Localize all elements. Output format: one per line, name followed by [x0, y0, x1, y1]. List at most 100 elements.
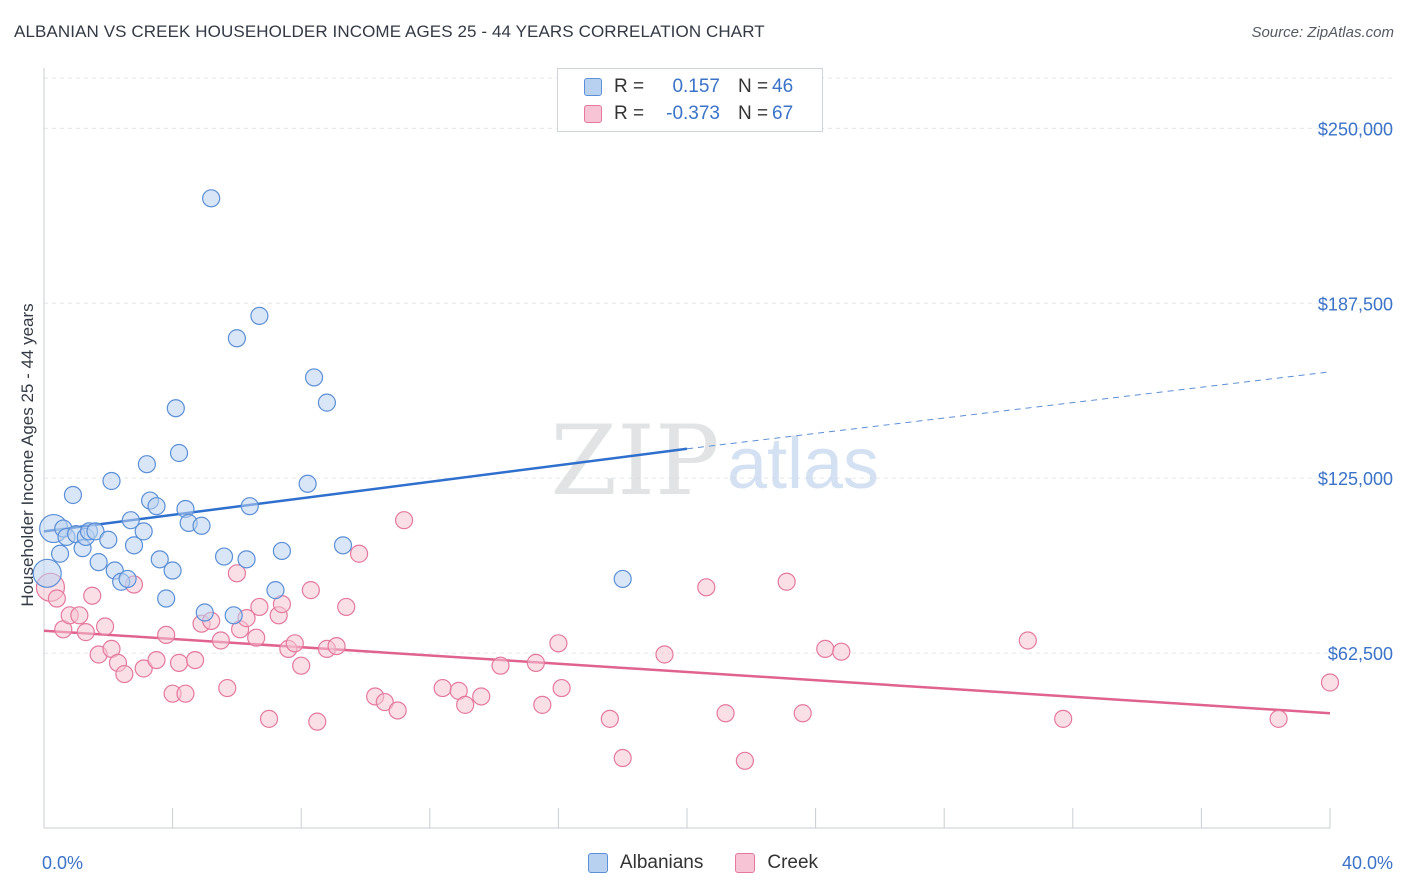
creek-point-15 — [157, 625, 176, 645]
albanian-point-34 — [224, 606, 243, 625]
watermark-atlas: atlas — [727, 424, 879, 504]
albanian-point-42 — [304, 368, 324, 387]
albanian-point-30 — [192, 516, 211, 535]
albanian-point-39 — [272, 541, 292, 561]
x-tick-labels: 0.0% 40.0% — [42, 853, 1393, 873]
correlation-legend: R = 0.157 N = 46 R = -0.373 N = 67 — [557, 68, 823, 132]
creek-point-17 — [169, 653, 189, 672]
creek-point-23 — [218, 678, 237, 698]
creek-point-49 — [491, 656, 510, 675]
albanian-point-38 — [250, 306, 269, 325]
axes — [43, 68, 1331, 829]
legend-r-value: -0.373 — [666, 103, 720, 124]
creek-point-29 — [259, 709, 279, 728]
y-tick-labels: $62,500 $125,000 $187,500 $250,000 — [1318, 119, 1393, 664]
albanian-points — [32, 189, 632, 625]
legend-n-value: 46 — [772, 76, 794, 97]
creek-point-18 — [176, 684, 195, 703]
albanian-point-43 — [317, 393, 337, 412]
creek-points — [35, 511, 1340, 770]
albanian-point-17 — [121, 511, 140, 530]
creek-point-4 — [70, 606, 89, 625]
creek-point-36 — [308, 712, 327, 731]
creek-point-57 — [697, 578, 716, 597]
legend-item-albanians[interactable]: Albanians — [587, 852, 704, 874]
creek-point-22 — [211, 631, 230, 650]
creek-point-65 — [1054, 709, 1073, 728]
creek-point-14 — [147, 650, 166, 670]
legend-label-albanians: Albanians — [619, 852, 704, 873]
legend-r-label: R = — [614, 76, 645, 97]
creek-point-44 — [394, 511, 414, 530]
albanians-trend-line — [43, 447, 688, 533]
legend-row-albanians: R = 0.157 N = 46 — [558, 73, 793, 101]
albanian-point-24 — [157, 589, 176, 608]
albanian-point-5 — [63, 485, 83, 505]
watermark: ZIP atlas — [550, 405, 879, 517]
creek-point-66 — [1269, 709, 1288, 728]
albanian-point-10 — [86, 522, 105, 541]
creek-point-19 — [186, 650, 205, 670]
creek-point-1 — [47, 589, 66, 608]
albanian-point-32 — [202, 189, 221, 208]
albanian-point-33 — [214, 547, 234, 566]
albanian-point-26 — [166, 399, 185, 418]
creek-point-34 — [292, 656, 311, 675]
creek-point-47 — [456, 695, 475, 714]
albanian-point-18 — [124, 536, 144, 555]
y-tick-label-3: $250,000 — [1318, 119, 1393, 139]
creek-point-35 — [301, 581, 320, 600]
creek-legend-swatch — [735, 853, 756, 873]
albanian-point-22 — [147, 497, 166, 516]
creek-point-42 — [375, 692, 394, 712]
creek-point-56 — [655, 645, 674, 664]
legend-row-creek: R = -0.373 N = 67 — [558, 100, 793, 128]
legend-r-value: 0.157 — [672, 76, 720, 97]
creek-point-38 — [327, 636, 346, 656]
y-tick-label-1: $125,000 — [1318, 469, 1393, 489]
albanian-point-12 — [99, 530, 118, 549]
y-tick-label-0: $62,500 — [1328, 644, 1393, 664]
creek-point-51 — [533, 695, 552, 714]
albanian-point-0 — [32, 558, 62, 588]
legend-label-creek: Creek — [767, 852, 819, 873]
x-tick-label-1: 40.0% — [1342, 853, 1393, 873]
albanian-point-2 — [50, 544, 70, 563]
creek-point-53 — [552, 678, 571, 698]
legend-item-creek[interactable]: Creek — [735, 852, 818, 874]
albanians-swatch — [584, 78, 602, 96]
creek-point-48 — [472, 687, 491, 706]
creek-point-5 — [76, 623, 95, 642]
creek-point-28 — [250, 597, 269, 617]
creek-point-8 — [95, 617, 115, 636]
albanian-point-35 — [227, 329, 246, 348]
creek-point-55 — [613, 748, 632, 768]
albanian-point-36 — [237, 550, 256, 569]
watermark-zip: ZIP — [550, 405, 719, 517]
series-legend: Albanians Creek — [0, 852, 1406, 874]
albanian-point-37 — [240, 497, 259, 516]
albanian-point-23 — [150, 550, 169, 569]
creek-point-54 — [600, 709, 619, 728]
creek-point-45 — [433, 678, 452, 698]
creek-point-59 — [735, 751, 754, 770]
y-tick-label-2: $187,500 — [1318, 294, 1393, 314]
creek-point-64 — [1018, 631, 1037, 650]
creek-swatch — [584, 105, 602, 123]
albanian-point-19 — [134, 522, 153, 541]
creek-point-39 — [337, 597, 356, 617]
creek-trend-line — [43, 629, 1331, 715]
albanians-legend-swatch — [587, 853, 608, 873]
creek-point-33 — [285, 634, 304, 653]
creek-point-63 — [832, 642, 851, 661]
creek-point-60 — [777, 572, 796, 591]
legend-r-label: R = — [614, 103, 645, 124]
legend-n-value: 67 — [772, 103, 794, 124]
creek-point-67 — [1320, 673, 1340, 692]
albanian-point-45 — [613, 569, 632, 589]
source-credit: Source: ZipAtlas.com — [1251, 24, 1394, 41]
creek-point-52 — [549, 634, 568, 653]
x-tick-label-0: 0.0% — [42, 853, 83, 873]
creek-point-24 — [227, 564, 246, 583]
